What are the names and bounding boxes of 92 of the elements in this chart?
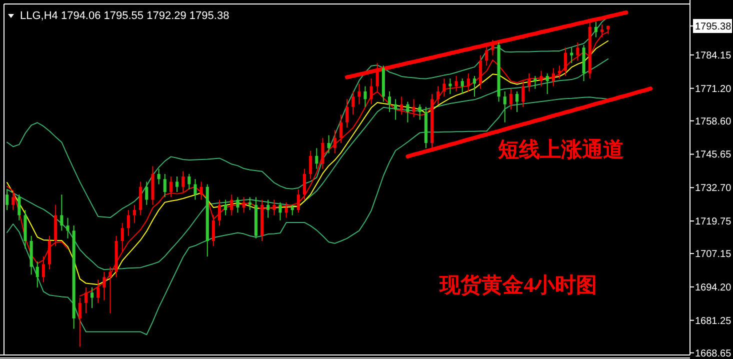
candlestick [224, 199, 228, 216]
candlestick [466, 72, 470, 92]
candlestick [485, 44, 488, 66]
y-tick-label: 1758.60 [695, 116, 732, 128]
candlestick [218, 199, 222, 226]
candlestick [509, 88, 512, 110]
candlestick [333, 130, 336, 154]
candlestick [169, 176, 172, 198]
candlestick [188, 173, 191, 190]
y-tick-label: 1745.65 [695, 150, 732, 161]
candlestick [491, 39, 494, 56]
candlestick [302, 168, 306, 200]
candlestick [120, 222, 124, 252]
y-tick-label: 1719.75 [695, 216, 732, 228]
candlestick [394, 98, 398, 120]
candlestick [230, 194, 234, 216]
candlestick [18, 194, 21, 221]
candlestick [400, 96, 404, 116]
y-tick-label: 1732.70 [695, 183, 732, 194]
candlestick [576, 42, 580, 61]
candlestick [315, 148, 318, 170]
candlestick [460, 78, 464, 95]
candlestick [60, 194, 64, 232]
candlestick [406, 101, 410, 123]
candlestick [266, 199, 270, 218]
candlestick [515, 90, 518, 113]
candlestick [200, 181, 203, 200]
candlestick [242, 196, 246, 214]
candlestick [126, 210, 130, 236]
candlestick [534, 75, 537, 90]
candlestick [436, 86, 440, 105]
y-tick-label: 1694.20 [695, 282, 732, 294]
candlestick [6, 188, 9, 211]
candlestick [358, 83, 361, 105]
candlestick [248, 196, 252, 211]
candlestick [570, 47, 574, 64]
y-tick-label: 1771.20 [695, 84, 732, 95]
candlestick [442, 78, 446, 98]
candlestick [327, 134, 330, 154]
candlestick [472, 75, 476, 98]
candlestick [412, 98, 416, 118]
candlestick [36, 261, 39, 288]
candlestick [546, 72, 549, 95]
text: LLG,H4 1794.06 1795.55 1792.29 1795.38 [20, 10, 230, 22]
annotation: 现货黄金4小时图 [438, 272, 598, 297]
y-tick-label: 1681.25 [695, 316, 732, 327]
candlestick [309, 150, 312, 180]
candlestick [194, 178, 197, 200]
candlestick [272, 199, 276, 216]
y-tick-label: 1668.65 [695, 348, 732, 359]
candlestick [370, 78, 373, 105]
candlestick [339, 114, 342, 144]
candlestick [90, 286, 94, 309]
candlestick [236, 196, 240, 214]
candlestick [522, 80, 525, 108]
candlestick [290, 204, 294, 216]
candlestick [352, 90, 355, 116]
candlestick [157, 168, 160, 185]
candlestick [145, 181, 148, 206]
candlestick [364, 86, 367, 108]
candlestick [66, 217, 70, 239]
candlestick [528, 72, 531, 92]
candlestick [564, 47, 568, 76]
candlestick [48, 235, 52, 270]
candlestick [212, 214, 215, 247]
candlestick [284, 202, 288, 218]
candlestick [388, 90, 392, 113]
candlestick [278, 202, 282, 221]
candlestick [594, 21, 598, 38]
candlestick [479, 54, 482, 90]
line-series [406, 86, 653, 158]
candlestick [321, 137, 324, 170]
candlestick [345, 98, 349, 128]
candlestick [296, 188, 300, 214]
candlestick [12, 192, 15, 211]
candlestick [139, 181, 142, 216]
annotation: 短线上涨通道 [496, 138, 624, 162]
y-tick-label: 1795.38 [695, 21, 732, 32]
candlestick [163, 173, 166, 198]
candlestick [42, 256, 45, 283]
candlestick [182, 170, 185, 193]
y-tick-label: 1707.15 [695, 249, 732, 260]
candlestick [540, 70, 543, 87]
candlestick [418, 104, 422, 120]
candlestick [176, 176, 179, 193]
candlestick [503, 90, 506, 123]
candlestick [454, 75, 458, 92]
candlestick [133, 204, 136, 224]
candlestick [448, 78, 452, 95]
candlestick [552, 68, 555, 87]
y-tick-label: 1784.15 [695, 50, 732, 62]
candlestick [558, 65, 561, 80]
